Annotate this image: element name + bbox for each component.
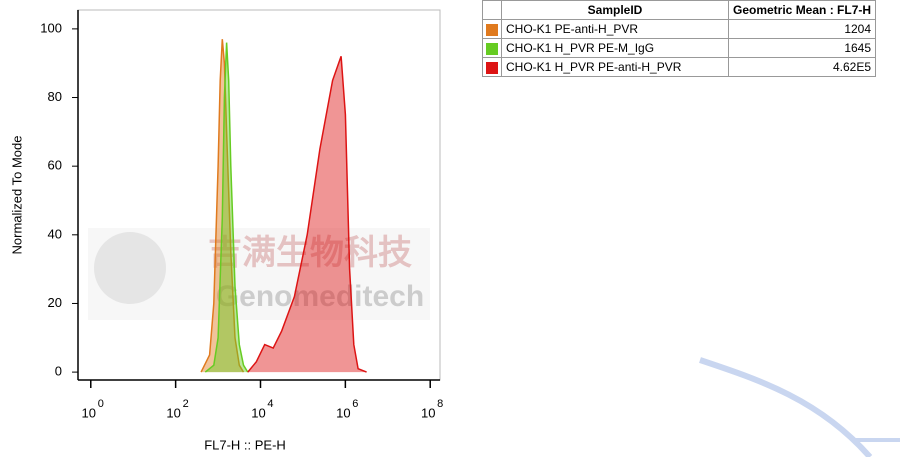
swatch-cell xyxy=(482,19,502,39)
x-tick-label: 10 xyxy=(166,405,180,420)
y-axis-label: Normalized To Mode xyxy=(9,136,24,255)
sample-id: CHO-K1 H_PVR PE-anti-H_PVR xyxy=(501,57,729,77)
watermark-logo xyxy=(94,232,166,304)
x-tick-label: 10 xyxy=(421,405,435,420)
legend-swatch xyxy=(486,23,498,36)
x-tick-exponent: 4 xyxy=(267,398,273,410)
watermark-en: Genomeditech xyxy=(216,280,424,313)
x-tick-label: 10 xyxy=(82,405,96,420)
y-tick-label: 100 xyxy=(40,20,62,35)
legend-swatch xyxy=(486,61,498,74)
swatch-cell xyxy=(482,57,502,77)
area-fill xyxy=(247,56,367,373)
header-cell: Geometric Mean : FL7-H xyxy=(727,0,877,20)
x-tick-exponent: 8 xyxy=(437,398,443,410)
y-tick-label: 60 xyxy=(48,158,62,173)
logo-swoosh xyxy=(699,357,873,457)
swatch-cell xyxy=(482,38,502,58)
x-tick-exponent: 6 xyxy=(352,398,358,410)
y-tick-label: 0 xyxy=(55,364,62,379)
area-fill xyxy=(205,42,248,373)
header-cell: SampleID xyxy=(501,0,729,20)
area-line xyxy=(247,56,367,373)
y-tick-label: 40 xyxy=(48,226,62,241)
table-row: CHO-K1 H_PVR PE-anti-H_PVR 4.62E5 xyxy=(482,57,877,77)
x-tick-exponent: 0 xyxy=(98,398,104,410)
x-tick-label: 10 xyxy=(251,405,265,420)
sample-id: CHO-K1 PE-anti-H_PVR xyxy=(501,19,729,39)
header-cell xyxy=(482,0,502,20)
table-row: CHO-K1 H_PVR PE-M_IgG 1645 xyxy=(482,38,877,58)
x-axis-label: FL7-H :: PE-H xyxy=(204,437,286,452)
x-tick-exponent: 2 xyxy=(183,398,189,410)
y-tick-label: 80 xyxy=(48,89,62,104)
geometric-mean: 4.62E5 xyxy=(727,57,877,77)
area-line xyxy=(204,42,249,373)
geometric-mean: 1204 xyxy=(727,19,877,39)
watermark-cn: 吉满生物科技 xyxy=(208,234,412,272)
area-line xyxy=(200,39,245,373)
table-body: CHO-K1 PE-anti-H_PVR 1204 CHO-K1 H_PVR PE-… xyxy=(482,19,877,77)
table-row: CHO-K1 PE-anti-H_PVR 1204 xyxy=(482,19,877,39)
geometric-mean: 1645 xyxy=(727,38,877,58)
table-header: SampleID Geometric Mean : FL7-H xyxy=(482,0,877,20)
sample-id: CHO-K1 H_PVR PE-M_IgG xyxy=(501,38,729,58)
plot-frame xyxy=(77,9,441,381)
x-tick-label: 10 xyxy=(336,405,350,420)
y-tick-label: 20 xyxy=(48,295,62,310)
legend-table: SampleID Geometric Mean : FL7-H CHO-K1 P… xyxy=(482,0,877,77)
legend-swatch xyxy=(486,42,498,55)
